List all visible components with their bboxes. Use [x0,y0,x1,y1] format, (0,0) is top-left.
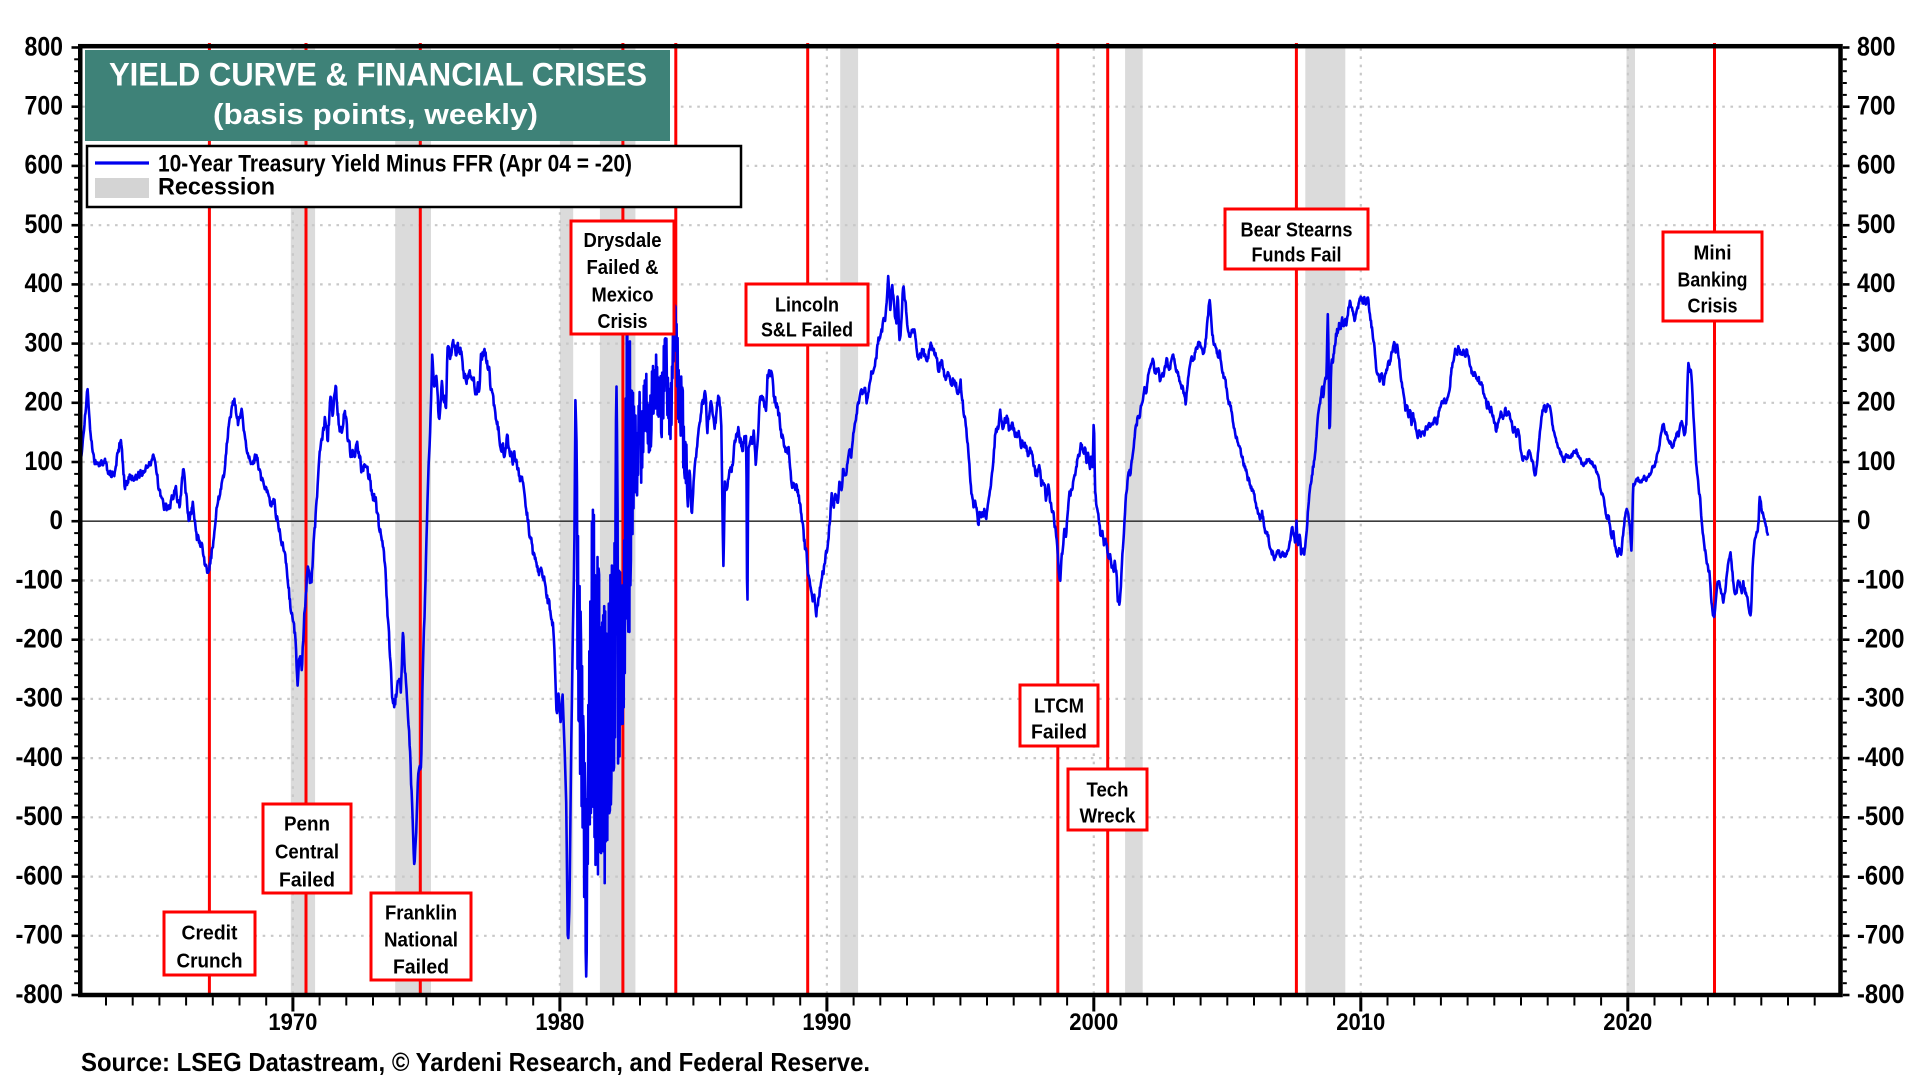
svg-text:600: 600 [1857,150,1896,180]
svg-text:-800: -800 [1857,979,1905,1009]
svg-text:Failed: Failed [393,957,449,979]
svg-text:Funds Fail: Funds Fail [1252,245,1342,267]
svg-text:Penn: Penn [284,814,330,836]
svg-text:1970: 1970 [268,1009,317,1036]
svg-text:300: 300 [25,327,64,357]
svg-text:-500: -500 [16,801,64,831]
svg-text:200: 200 [1857,387,1896,417]
svg-text:Failed &: Failed & [587,257,659,279]
svg-text:700: 700 [25,91,64,121]
svg-text:Bear Stearns: Bear Stearns [1241,220,1353,242]
svg-text:-400: -400 [1857,742,1905,772]
svg-text:-600: -600 [16,860,64,890]
svg-text:Source: LSEG Datastream, © Yar: Source: LSEG Datastream, © Yardeni Resea… [81,1047,870,1077]
svg-text:700: 700 [1857,91,1896,121]
svg-text:0: 0 [1857,505,1871,535]
svg-text:800: 800 [1857,31,1896,61]
svg-text:YIELD CURVE & FINANCIAL CRISES: YIELD CURVE & FINANCIAL CRISES [109,57,647,93]
svg-text:LTCM: LTCM [1034,696,1084,718]
svg-text:Recession: Recession [158,174,275,201]
svg-text:-200: -200 [1857,624,1905,654]
svg-text:Banking: Banking [1678,270,1748,292]
svg-text:0: 0 [50,505,64,535]
svg-text:Drysdale: Drysdale [584,230,662,252]
svg-text:-500: -500 [1857,801,1905,831]
svg-text:1990: 1990 [802,1009,851,1036]
svg-text:-400: -400 [16,742,64,772]
svg-text:-200: -200 [16,624,64,654]
svg-text:500: 500 [1857,209,1896,239]
svg-text:2010: 2010 [1336,1009,1385,1036]
svg-text:-300: -300 [1857,683,1905,713]
svg-text:100: 100 [1857,446,1896,476]
svg-text:800: 800 [25,31,64,61]
svg-text:600: 600 [25,150,64,180]
svg-text:Franklin: Franklin [385,903,457,925]
svg-text:Crisis: Crisis [598,311,648,333]
svg-text:Tech: Tech [1087,780,1129,802]
svg-text:Mini: Mini [1694,243,1732,265]
svg-text:1980: 1980 [535,1009,584,1036]
svg-text:Wreck: Wreck [1080,806,1137,828]
svg-text:400: 400 [1857,268,1896,298]
svg-text:National: National [384,930,458,952]
svg-text:Crisis: Crisis [1688,296,1738,318]
svg-text:10-Year Treasury Yield Minus F: 10-Year Treasury Yield Minus FFR (Apr 04… [158,151,632,178]
svg-text:-300: -300 [16,683,64,713]
svg-text:Failed: Failed [279,870,335,892]
svg-text:Failed: Failed [1031,722,1087,744]
svg-text:-700: -700 [1857,920,1905,950]
svg-text:2000: 2000 [1069,1009,1118,1036]
svg-text:Crunch: Crunch [177,951,243,973]
svg-text:S&L Failed: S&L Failed [761,320,853,342]
svg-text:-800: -800 [16,979,64,1009]
svg-text:Mexico: Mexico [592,285,654,307]
svg-text:200: 200 [25,387,64,417]
svg-text:500: 500 [25,209,64,239]
svg-text:-100: -100 [16,564,64,594]
svg-text:300: 300 [1857,327,1896,357]
svg-text:Central: Central [275,842,339,864]
svg-text:Credit: Credit [182,923,238,945]
svg-text:(basis points, weekly): (basis points, weekly) [213,99,538,131]
svg-text:100: 100 [25,446,64,476]
svg-text:-700: -700 [16,920,64,950]
svg-text:-100: -100 [1857,564,1905,594]
svg-text:400: 400 [25,268,64,298]
svg-text:2020: 2020 [1603,1009,1652,1036]
svg-text:Lincoln: Lincoln [775,295,839,317]
svg-text:-600: -600 [1857,860,1905,890]
